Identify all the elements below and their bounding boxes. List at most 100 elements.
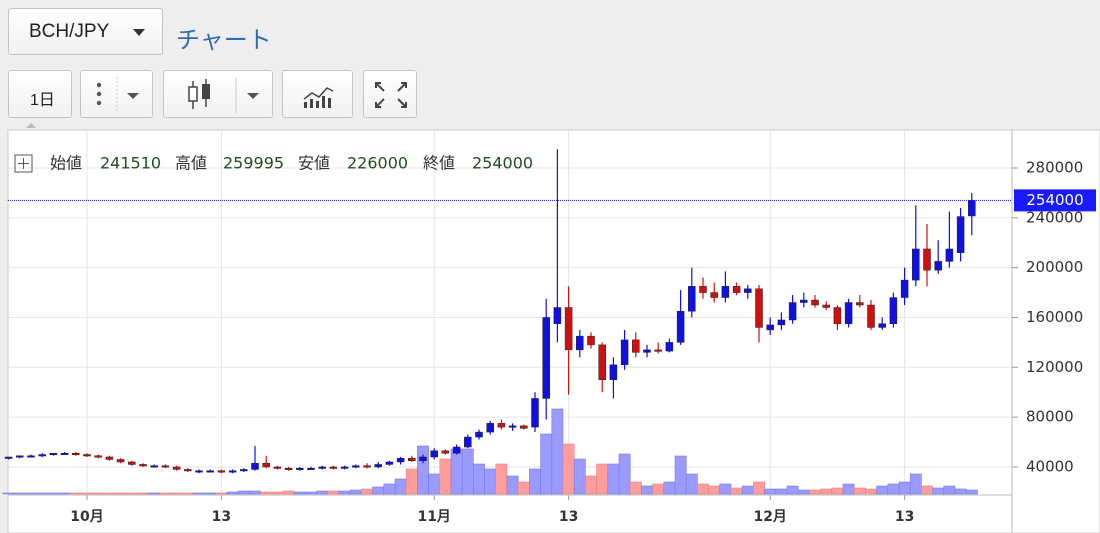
volume-bar (898, 481, 911, 495)
volume-bar (349, 489, 362, 495)
high-label: 高値 (175, 154, 207, 173)
volume-bar (237, 490, 250, 495)
volume-bar (506, 475, 519, 495)
symbol-button[interactable]: BCH/JPY (8, 8, 163, 55)
volume-bar (58, 492, 71, 495)
candle-body (128, 461, 136, 465)
volume-bar (697, 483, 709, 495)
candle-body (27, 455, 35, 458)
candle-body (923, 248, 931, 271)
candle-body (296, 467, 304, 470)
y-tick-label: 40000 (1026, 457, 1074, 475)
volume-bar (573, 458, 586, 495)
volume-bar (226, 491, 239, 495)
volume-bar (215, 492, 228, 495)
candle-body (912, 248, 920, 281)
candle-body (968, 200, 976, 217)
indicator-button[interactable] (282, 70, 353, 118)
volume-bar (260, 491, 273, 495)
candle-body (251, 462, 259, 470)
candle-body (396, 457, 405, 463)
volume-bar (92, 492, 105, 495)
candle-body (934, 261, 942, 271)
x-tick-label: 13 (895, 509, 914, 525)
volume-bar (741, 485, 754, 495)
volume-bar (204, 492, 217, 495)
volume-bar (663, 481, 676, 495)
candle-body (833, 307, 842, 324)
candle-body (889, 297, 898, 324)
fullscreen-button[interactable] (363, 70, 417, 118)
x-tick-label: 12月 (753, 509, 786, 525)
close-value: 254000 (472, 154, 533, 173)
candle-body (811, 299, 819, 306)
candle-body (508, 425, 517, 428)
volume-bar (137, 492, 149, 495)
symbol: BCH/JPY (29, 21, 110, 42)
close-label: 終値 (423, 154, 455, 173)
interval-button[interactable]: 1日 (8, 70, 72, 118)
candle-body (161, 465, 170, 468)
volume-bar (81, 492, 93, 495)
volume-bar (405, 468, 418, 495)
candle-body (699, 286, 707, 293)
candle-body (777, 319, 786, 326)
candle-body (475, 431, 483, 438)
volume-bar (439, 458, 452, 495)
last-price-box (1014, 189, 1096, 212)
candle-body (520, 425, 528, 429)
volume-bar (786, 485, 799, 495)
page-title[interactable]: チャート (176, 27, 272, 54)
candle-body (16, 455, 24, 458)
candle-body (755, 288, 763, 328)
candle-body (105, 456, 114, 460)
volume-bar (708, 485, 721, 495)
indicator-icon (303, 87, 334, 108)
candle-body (878, 323, 886, 328)
candle-body (486, 423, 494, 433)
candle-body (643, 349, 651, 353)
volume-bar (372, 486, 385, 495)
candle-body (184, 469, 192, 472)
volume-bar (719, 483, 732, 495)
candle-body (497, 423, 506, 428)
volume-bar (249, 490, 261, 495)
volume-bar (585, 475, 597, 495)
volume-bar (685, 473, 698, 495)
menu-button[interactable] (80, 70, 153, 118)
candle-body (766, 324, 774, 331)
candle-body (531, 398, 539, 428)
candle-body (609, 364, 618, 381)
volume-bar (674, 455, 687, 495)
volume-bar (473, 463, 485, 495)
candle-body (945, 248, 954, 262)
interval: 1日 (30, 92, 55, 109)
candle-body (867, 304, 875, 328)
candle-body (206, 470, 214, 473)
candle-body (284, 467, 293, 470)
expand-icon[interactable] (14, 154, 33, 173)
volume-bar (316, 490, 329, 495)
volume-bar (831, 487, 844, 495)
volume-bar (327, 490, 340, 495)
volume-bar (47, 492, 60, 495)
volume-bar (954, 488, 967, 495)
candle-body (408, 457, 416, 461)
candle-body (139, 464, 147, 467)
volume-bar (36, 492, 49, 495)
candle-body (654, 349, 662, 352)
candle-body (228, 470, 237, 473)
volume-bar (125, 492, 138, 495)
candle-body (374, 464, 382, 468)
y-tick-label: 200000 (1026, 258, 1083, 276)
open-value: 241510 (100, 154, 161, 173)
volume-bar (361, 488, 373, 495)
candle-body (273, 466, 282, 469)
chart-type-button[interactable] (163, 70, 273, 118)
candle-body (60, 453, 69, 456)
last-price-label: 254000 (1026, 191, 1083, 209)
volume-bar (820, 488, 833, 495)
volume-bar (2, 492, 15, 495)
candle-body (464, 436, 472, 448)
volume-bar (842, 483, 855, 495)
